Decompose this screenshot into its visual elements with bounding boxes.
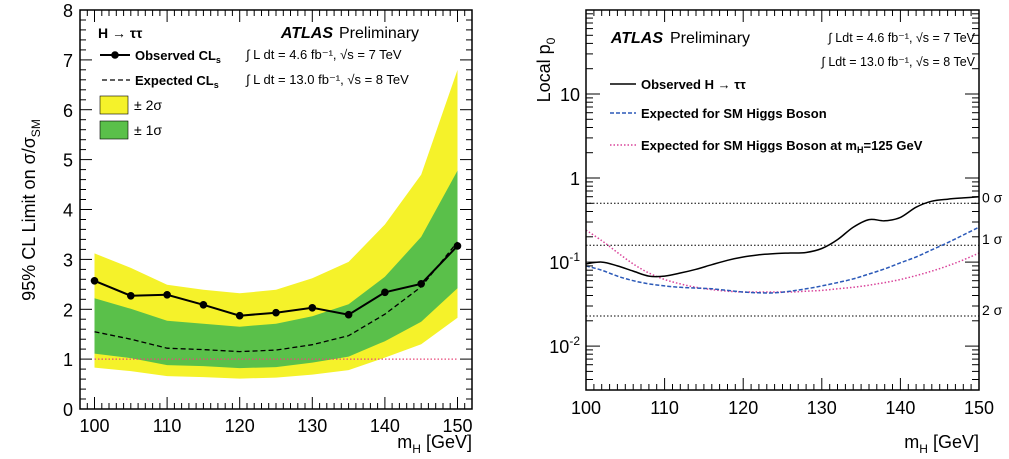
band-2sigma <box>94 170 458 369</box>
x-tick-label: 120 <box>728 398 758 418</box>
p0-lines <box>585 195 980 294</box>
sigma-labels: 0 σ 1 σ 2 σ <box>982 189 1003 318</box>
x-tick-label: 130 <box>297 416 327 436</box>
y-tick-label: 1 <box>570 169 580 189</box>
legend-2sigma-swatch <box>99 95 129 115</box>
observed-point <box>453 242 462 250</box>
legend-observed-label: Observed CL <box>135 48 216 63</box>
p0-axis-ticks <box>585 10 980 391</box>
observed-point <box>127 292 135 300</box>
expected-sm-p0-line <box>585 226 980 294</box>
limit-y-axis-title-main: 95% CL Limit on σ/σ <box>19 137 39 301</box>
y-tick-label: 4 <box>63 201 73 221</box>
observed-point <box>199 301 208 309</box>
observed-point <box>235 311 244 320</box>
y-tick-label: 8 <box>63 1 73 21</box>
x-tick-label: 100 <box>79 416 109 436</box>
sigma-reference-lines <box>586 202 979 317</box>
y-tick-label: 10 <box>560 85 580 105</box>
limit-lumi-7tev: ∫ L dt = 4.6 fb⁻¹, √s = 7 TeV <box>245 47 402 62</box>
p0-preliminary-label: Preliminary <box>670 30 750 47</box>
limit-plot-panel: 100 110 120 130 140 150 0 1 2 3 4 5 6 7 8 95% CL Limit… <box>19 1 473 456</box>
observed-point <box>163 291 171 299</box>
x-tick-label: 150 <box>964 398 994 418</box>
sigma-label: 2 σ <box>982 302 1003 318</box>
observed-point <box>308 304 317 312</box>
expected-limit-line <box>94 241 459 353</box>
limit-channel-label: H → ττ <box>98 25 143 41</box>
observed-point <box>344 310 353 319</box>
p0-y-axis-title: Local p0 <box>534 37 558 102</box>
legend-expected-text: Expected CLs <box>135 73 219 90</box>
x-tick-label: 110 <box>153 416 182 436</box>
y-tick-label: 2 <box>63 300 73 320</box>
observed-point <box>272 308 280 317</box>
observed-point <box>417 280 426 288</box>
limit-axis-ticks <box>79 9 473 410</box>
limit-lumi-8tev: ∫ L dt = 13.0 fb⁻¹, √s = 8 TeV <box>245 72 409 87</box>
p0-x-axis-title: mH [GeV] <box>904 432 979 456</box>
legend-observed-sub: s <box>216 55 221 65</box>
expected-125-p0-line <box>585 229 980 293</box>
legend-1sigma-swatch <box>99 120 129 140</box>
legend-observed-marker <box>111 51 119 59</box>
y-tick-label: 7 <box>63 51 73 71</box>
p0-lumi-7tev: ∫ Ldt = 4.6 fb⁻¹, √s = 7 TeV <box>827 31 975 45</box>
limit-legend: Observed CLs ∫ L dt = 4.6 fb⁻¹, √s = 7 T… <box>99 47 409 140</box>
limit-preliminary-label: Preliminary <box>339 25 419 42</box>
limit-y-axis-title: 95% CL Limit on σ/σSM <box>19 119 43 301</box>
legend-expected-sub: s <box>214 80 219 90</box>
legend-2sigma-text: ± 2σ <box>134 97 162 113</box>
p0-lumi-8tev: ∫ Ldt = 13.0 fb⁻¹, √s = 8 TeV <box>820 55 975 69</box>
p0-atlas-label: ATLAS <box>610 30 663 47</box>
sigma-label: 1 σ <box>982 231 1003 247</box>
legend-1sigma-text: ± 1σ <box>134 122 162 138</box>
sigma-label: 0 σ <box>982 189 1003 205</box>
x-tick-label: 120 <box>225 416 255 436</box>
y-tick-label: 5 <box>63 151 73 171</box>
y-tick-label: 0 <box>63 400 73 420</box>
legend-expected-125-text: Expected for SM Higgs Boson at mH=125 Ge… <box>641 138 923 155</box>
limit-tick-labels: 100 110 120 130 140 150 0 1 2 3 4 5 6 7 8 <box>63 1 473 436</box>
y-tick-label: 1 <box>63 350 73 370</box>
legend-observed-text: Observed CLs <box>135 48 221 65</box>
y-tick-label: 6 <box>63 101 73 121</box>
limit-y-axis-title-sub: SM <box>29 119 43 137</box>
legend-observed-p0-text: Observed H → ττ <box>641 77 746 92</box>
x-tick-label: 140 <box>370 416 400 436</box>
x-tick-label: 110 <box>650 398 679 418</box>
p0-legend: Observed H → ττ Expected for SM Higgs Bo… <box>610 77 923 155</box>
observed-point <box>381 288 389 297</box>
x-tick-label: 140 <box>885 398 915 418</box>
observed-p0-line <box>585 195 980 278</box>
limit-x-axis-title: mH [GeV] <box>397 432 472 456</box>
legend-expected-sm-text: Expected for SM Higgs Boson <box>641 106 827 121</box>
legend-expected-label: Expected CL <box>135 73 214 88</box>
limit-atlas-label: ATLAS <box>280 25 333 42</box>
y-tick-label: 10-2 <box>549 334 580 357</box>
observed-markers <box>90 242 462 320</box>
y-tick-label: 3 <box>63 250 73 270</box>
y-tick-label: 10-1 <box>549 250 580 273</box>
observed-point <box>90 277 99 285</box>
x-tick-label: 130 <box>807 398 837 418</box>
x-tick-label: 100 <box>571 398 601 418</box>
x-tick-label: 150 <box>442 416 472 436</box>
limit-bands <box>94 69 458 379</box>
